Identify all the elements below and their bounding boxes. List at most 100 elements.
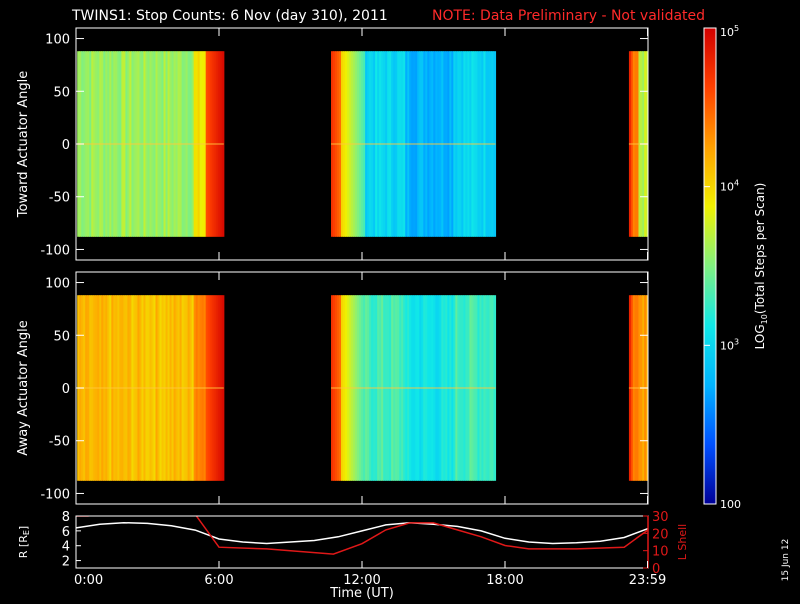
heatmap-column [393,295,396,481]
heatmap-column [89,295,92,481]
heatmap-column [471,295,475,481]
colorbar-tick-label: 100 [720,498,741,511]
heatmap-column [407,51,410,237]
heatmap-column [331,51,334,237]
heatmap-column [385,51,388,237]
heatmap-column [638,295,641,481]
heatmap-column [475,51,479,237]
heatmap-column [487,51,491,237]
heatmap-column [355,51,358,237]
heatmap-column [491,51,495,237]
orbit-plot-area [76,516,648,568]
heatmap-column [419,51,422,237]
heatmap-column [145,295,149,481]
data-block [331,295,497,481]
right-tick-label: 0 [652,562,660,577]
heatmap-column [183,51,187,237]
heatmap-column [373,295,376,481]
heatmap-column [365,51,368,237]
heatmap-column [197,295,201,481]
heatmap-column [409,51,412,237]
heatmap-column [195,51,199,237]
heatmap-column [433,295,436,481]
heatmap-column [389,51,392,237]
heatmap-column [169,51,173,237]
heatmap-column [485,295,489,481]
heatmap-column [469,295,473,481]
heatmap-column [125,295,128,481]
heatmap-column [105,295,108,481]
heatmap-column [479,295,483,481]
heatmap-column [103,295,106,481]
heatmap-column [447,51,450,237]
heatmap-column [213,295,217,481]
y-tick-label: -100 [40,243,70,258]
heatmap-column [85,51,88,237]
heatmap-column [159,295,163,481]
heatmap-column [145,51,149,237]
heatmap-column [361,51,364,237]
heatmap-column [119,295,122,481]
heatmap-column [335,51,338,237]
heatmap-column [485,51,489,237]
heatmap-column [137,295,141,481]
heatmap-column [443,51,446,237]
heatmap-column [453,51,456,237]
heatmap-column [425,295,428,481]
heatmap-column [211,295,215,481]
heatmap-column [449,295,452,481]
left-tick-label: 2 [62,555,70,570]
heatmap-column [451,51,454,237]
heatmap-column [477,51,481,237]
heatmap-column [139,51,143,237]
heatmap-column [173,51,177,237]
heatmap-column [361,295,364,481]
heatmap-column [215,51,219,237]
heatmap-column [205,51,209,237]
colorbar-label: LOG10(Total Steps per Scan) [753,183,769,350]
x-tick-label: 6:00 [204,573,233,588]
heatmap-column [113,295,116,481]
toward-heatmap-panel: -100 -50 0 50 100 [40,27,649,261]
heatmap-column [201,51,205,237]
heatmap-column [387,51,390,237]
heatmap-column [477,295,481,481]
zero-angle-stripe [77,143,224,145]
heatmap-column [638,51,641,237]
heatmap-column [365,295,368,481]
heatmap-column [429,51,432,237]
heatmap-column [109,295,112,481]
heatmap-column [157,295,161,481]
heatmap-column [413,295,416,481]
heatmap-column [219,51,223,237]
heatmap-column [159,51,163,237]
heatmap-column [393,51,396,237]
heatmap-column [181,51,185,237]
heatmap-column [179,51,183,237]
heatmap-column [89,51,92,237]
heatmap-column [97,295,100,481]
heatmap-column [467,295,470,481]
heatmap-column [403,295,406,481]
data-block [331,51,497,237]
heatmap-column [369,51,372,237]
away-heatmap-panel: -100 -50 0 50 100 [40,271,649,505]
heatmap-column [463,51,466,237]
heatmap-column [357,51,360,237]
x-tick-label: 12:00 [343,573,380,588]
heatmap-column [127,51,130,237]
heatmap-column [399,51,402,237]
heatmap-column [111,51,114,237]
x-tick-label: 0:00 [74,573,103,588]
heatmap-column [123,295,126,481]
heatmap-column [429,295,432,481]
heatmap-column [93,295,96,481]
heatmap-column [101,295,104,481]
colorbar-tick-label: 103 [720,337,739,352]
heatmap-column [343,295,346,481]
heatmap-column [363,295,366,481]
heatmap-column [131,295,135,481]
heatmap-column [377,295,380,481]
heatmap-column [193,51,197,237]
